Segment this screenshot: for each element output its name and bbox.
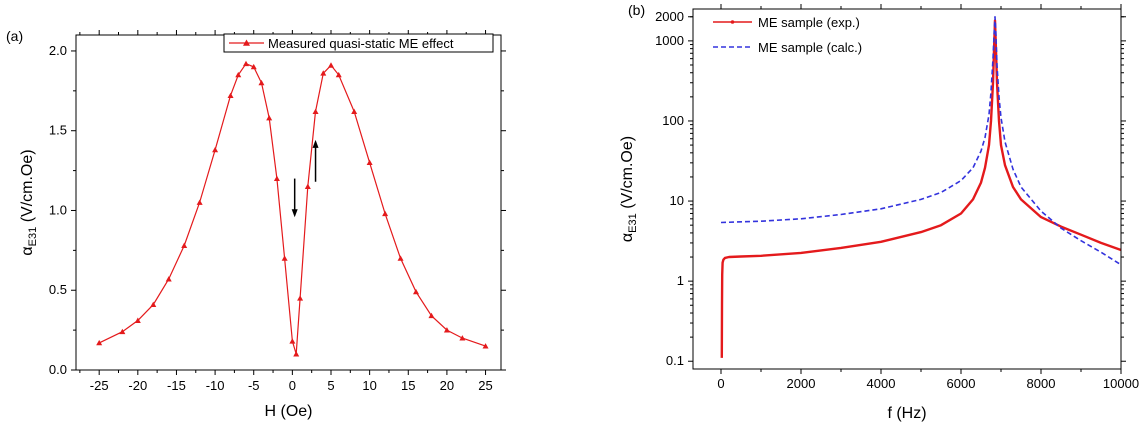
- data-point: [328, 62, 334, 68]
- panel-a-label: (a): [6, 28, 23, 44]
- y-tick-label: 2000: [655, 9, 684, 24]
- y-tick-label: 1.0: [49, 202, 67, 217]
- legend-box: [223, 33, 494, 53]
- data-point: [119, 328, 126, 335]
- y-axis-title-symbol: α: [619, 233, 636, 242]
- y-tick-label: 1000: [655, 33, 684, 48]
- y-tick-label: 2.0: [49, 43, 67, 58]
- data-point: [443, 327, 450, 333]
- data-point: [196, 199, 203, 205]
- series-line-exp: [720, 19, 1122, 358]
- x-tick-label: -10: [206, 378, 225, 393]
- panel-b-label: (b): [628, 2, 645, 18]
- data-point: [293, 351, 300, 357]
- data-point: [165, 276, 172, 282]
- series-layer: [96, 60, 489, 357]
- x-tick-label: 2000: [787, 376, 816, 391]
- data-point: [273, 175, 280, 181]
- data-point: [297, 295, 304, 301]
- data-point: [227, 92, 234, 99]
- y-axis-ticks: 0.1 1 10 100 1000 2000: [655, 9, 1126, 368]
- data-point: [281, 255, 288, 261]
- data-point: [382, 210, 389, 217]
- x-tick-label: 8000: [1027, 376, 1056, 391]
- panel-a-chart: (a) -25 -20 -15 -10 -5 0 5 10 15 20 25 0.0 0.5 1.0 1.…: [6, 28, 506, 420]
- y-axis-title-subscript: E31: [627, 213, 639, 233]
- data-point: [181, 242, 188, 248]
- y-tick-label: 100: [662, 113, 684, 128]
- x-tick-label: 0: [717, 376, 724, 391]
- y-axis-ticks: 0.0 0.5 1.0 1.5 2.0: [49, 43, 506, 377]
- data-point: [235, 71, 242, 78]
- y-tick-label: 1.5: [49, 123, 67, 138]
- x-axis-ticks: 0 2000 4000 6000 8000 10000: [717, 4, 1139, 391]
- arrow-head: [312, 139, 319, 148]
- x-tick-label: 6000: [947, 376, 976, 391]
- data-point: [304, 183, 311, 189]
- panel-b-chart: (b) 0 2000 4000 6000 8000 10000 0.1 1 10 100 1000…: [619, 2, 1139, 422]
- plot-frame: [75, 34, 502, 371]
- x-tick-label: 4000: [867, 376, 896, 391]
- series-layer: [720, 15, 1122, 358]
- data-point: [212, 146, 219, 153]
- y-axis-title: αE31 (V/cm.Oe): [19, 149, 39, 255]
- y-tick-label: 0.5: [49, 282, 67, 297]
- x-tick-label: -25: [90, 378, 109, 393]
- x-tick-label: 25: [478, 378, 492, 393]
- y-axis-title-subscript: E31: [27, 227, 39, 247]
- x-tick-label: 5: [327, 378, 334, 393]
- legend-label-exp: ME sample (exp.): [758, 15, 860, 30]
- y-tick-label: 10: [670, 193, 684, 208]
- data-point: [397, 255, 404, 261]
- data-point: [134, 317, 141, 323]
- legend-label-calc: ME sample (calc.): [758, 40, 862, 55]
- data-point: [250, 63, 257, 70]
- x-tick-label: -5: [248, 378, 260, 393]
- data-point: [96, 339, 103, 346]
- plot-frame: [692, 8, 1122, 370]
- y-tick-label: 1: [677, 273, 684, 288]
- arrow-head: [291, 209, 298, 218]
- legend-marker-exp: [730, 20, 735, 24]
- data-point: [266, 114, 273, 121]
- y-axis-title-unit: (V/cm.Oe): [19, 149, 36, 226]
- data-point: [366, 159, 373, 166]
- y-tick-label: 0.1: [666, 353, 684, 368]
- legend-label-measured: Measured quasi-static ME effect: [268, 36, 454, 51]
- data-point: [320, 70, 327, 76]
- data-point: [335, 71, 342, 78]
- data-point: [289, 338, 296, 344]
- x-axis-ticks: -25 -20 -15 -10 -5 0 5 10 15 20 25: [79, 30, 493, 393]
- y-axis-title-symbol: α: [19, 246, 36, 255]
- legend: Measured quasi-static ME effect: [223, 33, 494, 53]
- x-tick-label: 0: [289, 378, 296, 393]
- arrow-annotations: [291, 139, 319, 218]
- data-point: [150, 301, 157, 307]
- x-axis-title: H (Oe): [265, 403, 313, 420]
- data-point: [428, 312, 435, 319]
- data-point: [243, 60, 249, 67]
- x-axis-title: f (Hz): [887, 405, 926, 422]
- data-point: [482, 343, 489, 349]
- data-point: [413, 288, 419, 295]
- data-point: [459, 335, 466, 341]
- x-tick-label: 10000: [1103, 376, 1139, 391]
- legend: ME sample (exp.) ME sample (calc.): [713, 15, 862, 55]
- data-point: [258, 79, 265, 86]
- x-tick-label: -20: [128, 378, 147, 393]
- x-tick-label: 20: [440, 378, 454, 393]
- data-point: [351, 108, 358, 114]
- series-line: [98, 62, 486, 355]
- x-tick-label: 15: [401, 378, 415, 393]
- y-axis-title-unit: (V/cm.Oe): [619, 136, 636, 213]
- legend-marker-measured: [243, 39, 250, 46]
- x-tick-label: 10: [362, 378, 376, 393]
- data-point: [312, 108, 319, 114]
- y-tick-label: 0.0: [49, 362, 67, 377]
- x-tick-label: -15: [167, 378, 186, 393]
- y-axis-title: αE31 (V/cm.Oe): [619, 136, 639, 242]
